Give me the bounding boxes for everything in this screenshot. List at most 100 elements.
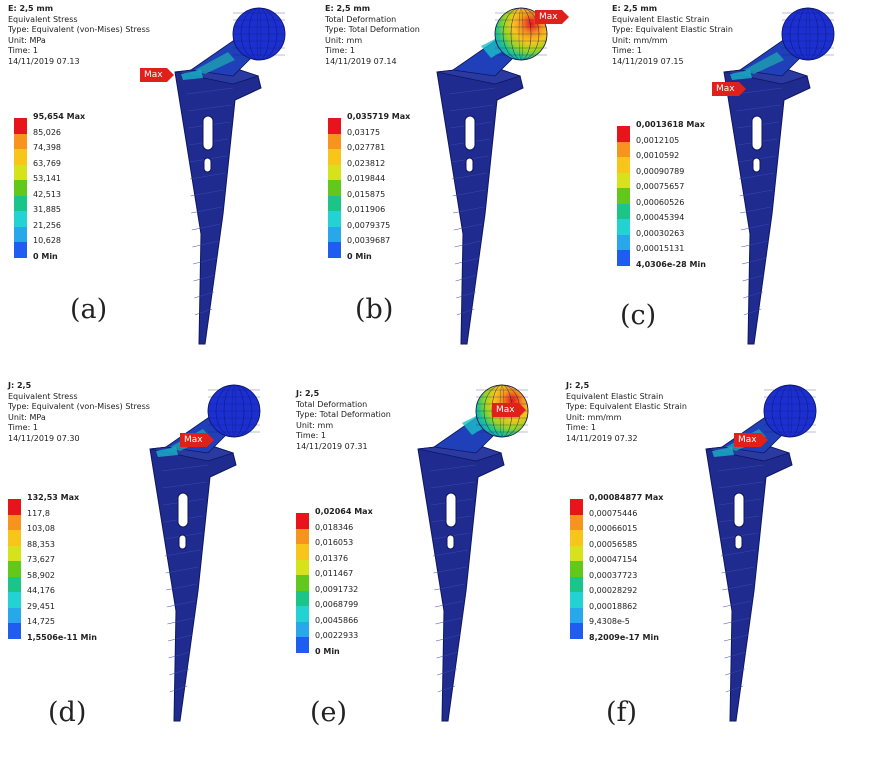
legend-swatch bbox=[8, 514, 21, 530]
result-info-line: Equivalent Elastic Strain bbox=[566, 391, 664, 401]
legend-swatch bbox=[570, 545, 583, 561]
legend-value: 0,0068799 bbox=[315, 600, 359, 609]
legend-swatch bbox=[617, 219, 630, 235]
result-info-line: Time: 1 bbox=[612, 46, 642, 55]
max-marker: Max bbox=[734, 433, 768, 447]
result-header: J: 2,5 Total Deformation Type: Total Defor… bbox=[296, 389, 391, 452]
legend-swatch bbox=[328, 242, 341, 258]
subfigure-label: (d) bbox=[48, 697, 87, 728]
legend-swatch bbox=[617, 141, 630, 157]
legend-value: 0,0091732 bbox=[315, 584, 359, 594]
legend-value: 0,0012105 bbox=[636, 135, 680, 145]
panel-d: Max J: 2,5 Equivalent Stress Type: Equivale… bbox=[8, 381, 298, 766]
legend-value: 0,00075657 bbox=[636, 182, 685, 191]
result-info-line: Unit: mm/mm bbox=[566, 412, 622, 422]
implant-model-c bbox=[723, 7, 835, 345]
legend-swatch bbox=[570, 592, 583, 608]
max-marker: Max bbox=[140, 68, 174, 82]
legend-swatch bbox=[570, 514, 583, 530]
legend-value: 88,353 bbox=[27, 539, 55, 549]
max-marker: Max bbox=[492, 403, 526, 417]
legend-swatch bbox=[8, 607, 21, 623]
result-info-line: 14/11/2019 07.31 bbox=[296, 441, 368, 451]
legend-swatch bbox=[296, 590, 309, 606]
legend-swatch bbox=[14, 180, 27, 196]
legend-swatch bbox=[296, 606, 309, 622]
result-title: J: 2,5 bbox=[566, 381, 590, 390]
result-info-line: Type: Equivalent (von-Mises) Stress bbox=[8, 25, 150, 34]
legend-min-value: 8,2009e-17 Min bbox=[589, 632, 659, 642]
panel-f: Max J: 2,5 Equivalent Elastic Strain Type: … bbox=[566, 381, 856, 766]
legend-value: 63,769 bbox=[33, 158, 61, 168]
legend-min-value: 0 Min bbox=[347, 251, 372, 261]
legend-swatch bbox=[14, 211, 27, 227]
legend-min-value: 4,0306e-28 Min bbox=[636, 259, 706, 269]
legend-swatch bbox=[14, 149, 27, 165]
result-info-line: 14/11/2019 07.32 bbox=[566, 433, 638, 443]
legend-swatch bbox=[617, 250, 630, 266]
result-info-line: Type: Equivalent Elastic Strain bbox=[612, 25, 733, 34]
legend-min-value: 0 Min bbox=[33, 251, 58, 261]
legend-value: 0,00075446 bbox=[589, 508, 638, 518]
result-header: E: 2,5 mm Equivalent Elastic Strain Type: … bbox=[612, 4, 733, 67]
result-info-line: Unit: MPa bbox=[8, 412, 46, 422]
result-info-line: Unit: mm bbox=[325, 35, 363, 45]
legend-value: 0,00030263 bbox=[636, 228, 685, 238]
result-info-line: Time: 1 bbox=[8, 46, 38, 55]
legend-swatch bbox=[8, 530, 21, 546]
stem-shape bbox=[723, 65, 811, 345]
implant-model-e bbox=[417, 384, 529, 722]
legend-swatch bbox=[570, 499, 583, 515]
subfigure-label: (b) bbox=[355, 294, 394, 325]
legend-value: 73,627 bbox=[27, 555, 55, 564]
stem-shape bbox=[417, 442, 505, 722]
legend-value: 0,0022933 bbox=[315, 631, 359, 640]
legend-value: 58,902 bbox=[27, 570, 55, 580]
legend-value: 0,00015131 bbox=[636, 244, 685, 253]
legend-value: 0,011906 bbox=[347, 205, 386, 214]
legend-value: 0,023812 bbox=[347, 158, 386, 168]
legend-swatch bbox=[328, 180, 341, 196]
legend-max-value: 95,654 Max bbox=[33, 112, 86, 121]
legend-value: 9,4308e-5 bbox=[589, 617, 630, 626]
result-info-line: Type: Equivalent Elastic Strain bbox=[566, 402, 687, 411]
legend-swatch bbox=[296, 528, 309, 544]
legend-swatch bbox=[296, 544, 309, 560]
subfigure-label: (f) bbox=[606, 697, 638, 728]
legend-swatch bbox=[328, 133, 341, 149]
result-info-line: 14/11/2019 07.30 bbox=[8, 433, 80, 443]
legend-swatch bbox=[296, 637, 309, 653]
legend-value: 0,0010592 bbox=[636, 151, 680, 160]
legend-value: 103,08 bbox=[27, 524, 55, 533]
legend-value: 0,00060526 bbox=[636, 197, 685, 207]
legend-value: 0,00037723 bbox=[589, 570, 638, 580]
result-info-line: Equivalent Elastic Strain bbox=[612, 14, 710, 24]
legend-value: 0,027781 bbox=[347, 143, 386, 152]
legend-swatch bbox=[14, 118, 27, 134]
result-info-line: Time: 1 bbox=[296, 431, 326, 440]
result-info-line: Total Deformation bbox=[296, 399, 368, 409]
legend-swatch bbox=[328, 118, 341, 134]
result-title: E: 2,5 mm bbox=[612, 4, 658, 13]
legend-value: 0,00018862 bbox=[589, 601, 638, 611]
legend-swatch bbox=[14, 164, 27, 180]
legend-swatch bbox=[328, 149, 341, 165]
result-title: E: 2,5 mm bbox=[8, 4, 54, 13]
legend-value: 0,011467 bbox=[315, 569, 354, 578]
legend-value: 117,8 bbox=[27, 508, 50, 518]
result-title: E: 2,5 mm bbox=[325, 4, 371, 13]
legend-value: 0,019844 bbox=[347, 174, 386, 183]
result-info-line: 14/11/2019 07.13 bbox=[8, 56, 80, 66]
legend-swatch bbox=[617, 126, 630, 142]
legend-value: 0,015875 bbox=[347, 189, 386, 199]
legend-swatch bbox=[14, 242, 27, 258]
legend-value: 44,176 bbox=[27, 586, 55, 595]
legend-swatch bbox=[296, 513, 309, 529]
stem-shape bbox=[174, 65, 262, 345]
legend-swatch bbox=[570, 607, 583, 623]
legend-value: 0,00090789 bbox=[636, 166, 685, 176]
panel-e: Max J: 2,5 Total Deformation Type: Total De… bbox=[296, 381, 586, 766]
legend-max-value: 132,53 Max bbox=[27, 493, 80, 502]
subfigure-label: (a) bbox=[70, 294, 108, 325]
stem-shape bbox=[149, 442, 237, 722]
